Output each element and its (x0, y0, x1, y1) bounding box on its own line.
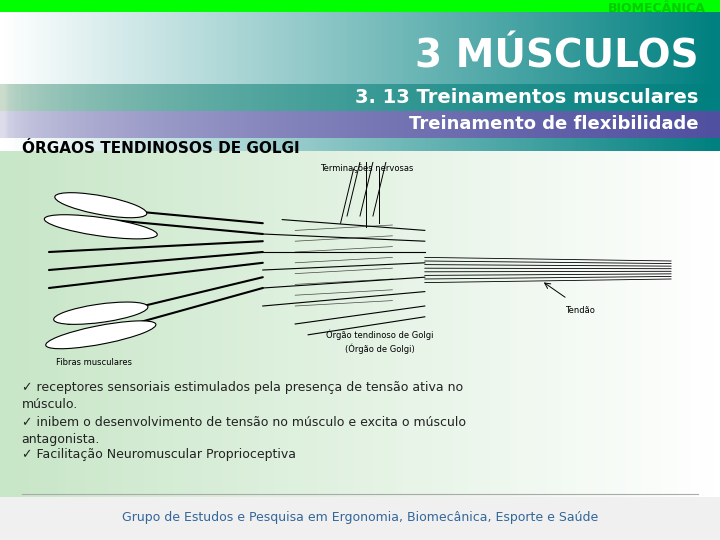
Ellipse shape (45, 215, 157, 239)
Text: ✓ inibem o desenvolvimento de tensão no músculo e excita o músculo
antagonista.: ✓ inibem o desenvolvimento de tensão no … (22, 416, 466, 446)
Ellipse shape (45, 321, 156, 349)
Bar (0, 0, 720, 12)
Text: Treinamento de flexibilidade: Treinamento de flexibilidade (409, 115, 698, 133)
Text: Órgão tendinoso de Golgi: Órgão tendinoso de Golgi (325, 329, 433, 340)
Text: ÓRGAOS TENDINOSOS DE GOLGI: ÓRGAOS TENDINOSOS DE GOLGI (22, 141, 300, 156)
Ellipse shape (54, 302, 148, 325)
Text: Grupo de Estudos e Pesquisa em Ergonomia, Biomecânica, Esporte e Saúde: Grupo de Estudos e Pesquisa em Ergonomia… (122, 511, 598, 524)
Text: BIOMECÂNICA: BIOMECÂNICA (608, 2, 706, 15)
Text: (Órgão de Golgi): (Órgão de Golgi) (345, 344, 414, 354)
Ellipse shape (55, 193, 147, 218)
Text: 3 MÚSCULOS: 3 MÚSCULOS (415, 38, 698, 76)
Text: ✓ Facilitação Neuromuscular Proprioceptiva: ✓ Facilitação Neuromuscular Propriocepti… (22, 448, 296, 461)
Text: Tendão: Tendão (565, 306, 595, 315)
Text: 3. 13 Treinamentos musculares: 3. 13 Treinamentos musculares (355, 87, 698, 107)
Text: Terminações nervosas: Terminações nervosas (320, 164, 413, 173)
Text: Fibras musculares: Fibras musculares (56, 358, 132, 367)
Text: ✓ receptores sensoriais estimulados pela presença de tensão ativa no
músculo.: ✓ receptores sensoriais estimulados pela… (22, 381, 463, 411)
Bar (0, 497, 720, 540)
